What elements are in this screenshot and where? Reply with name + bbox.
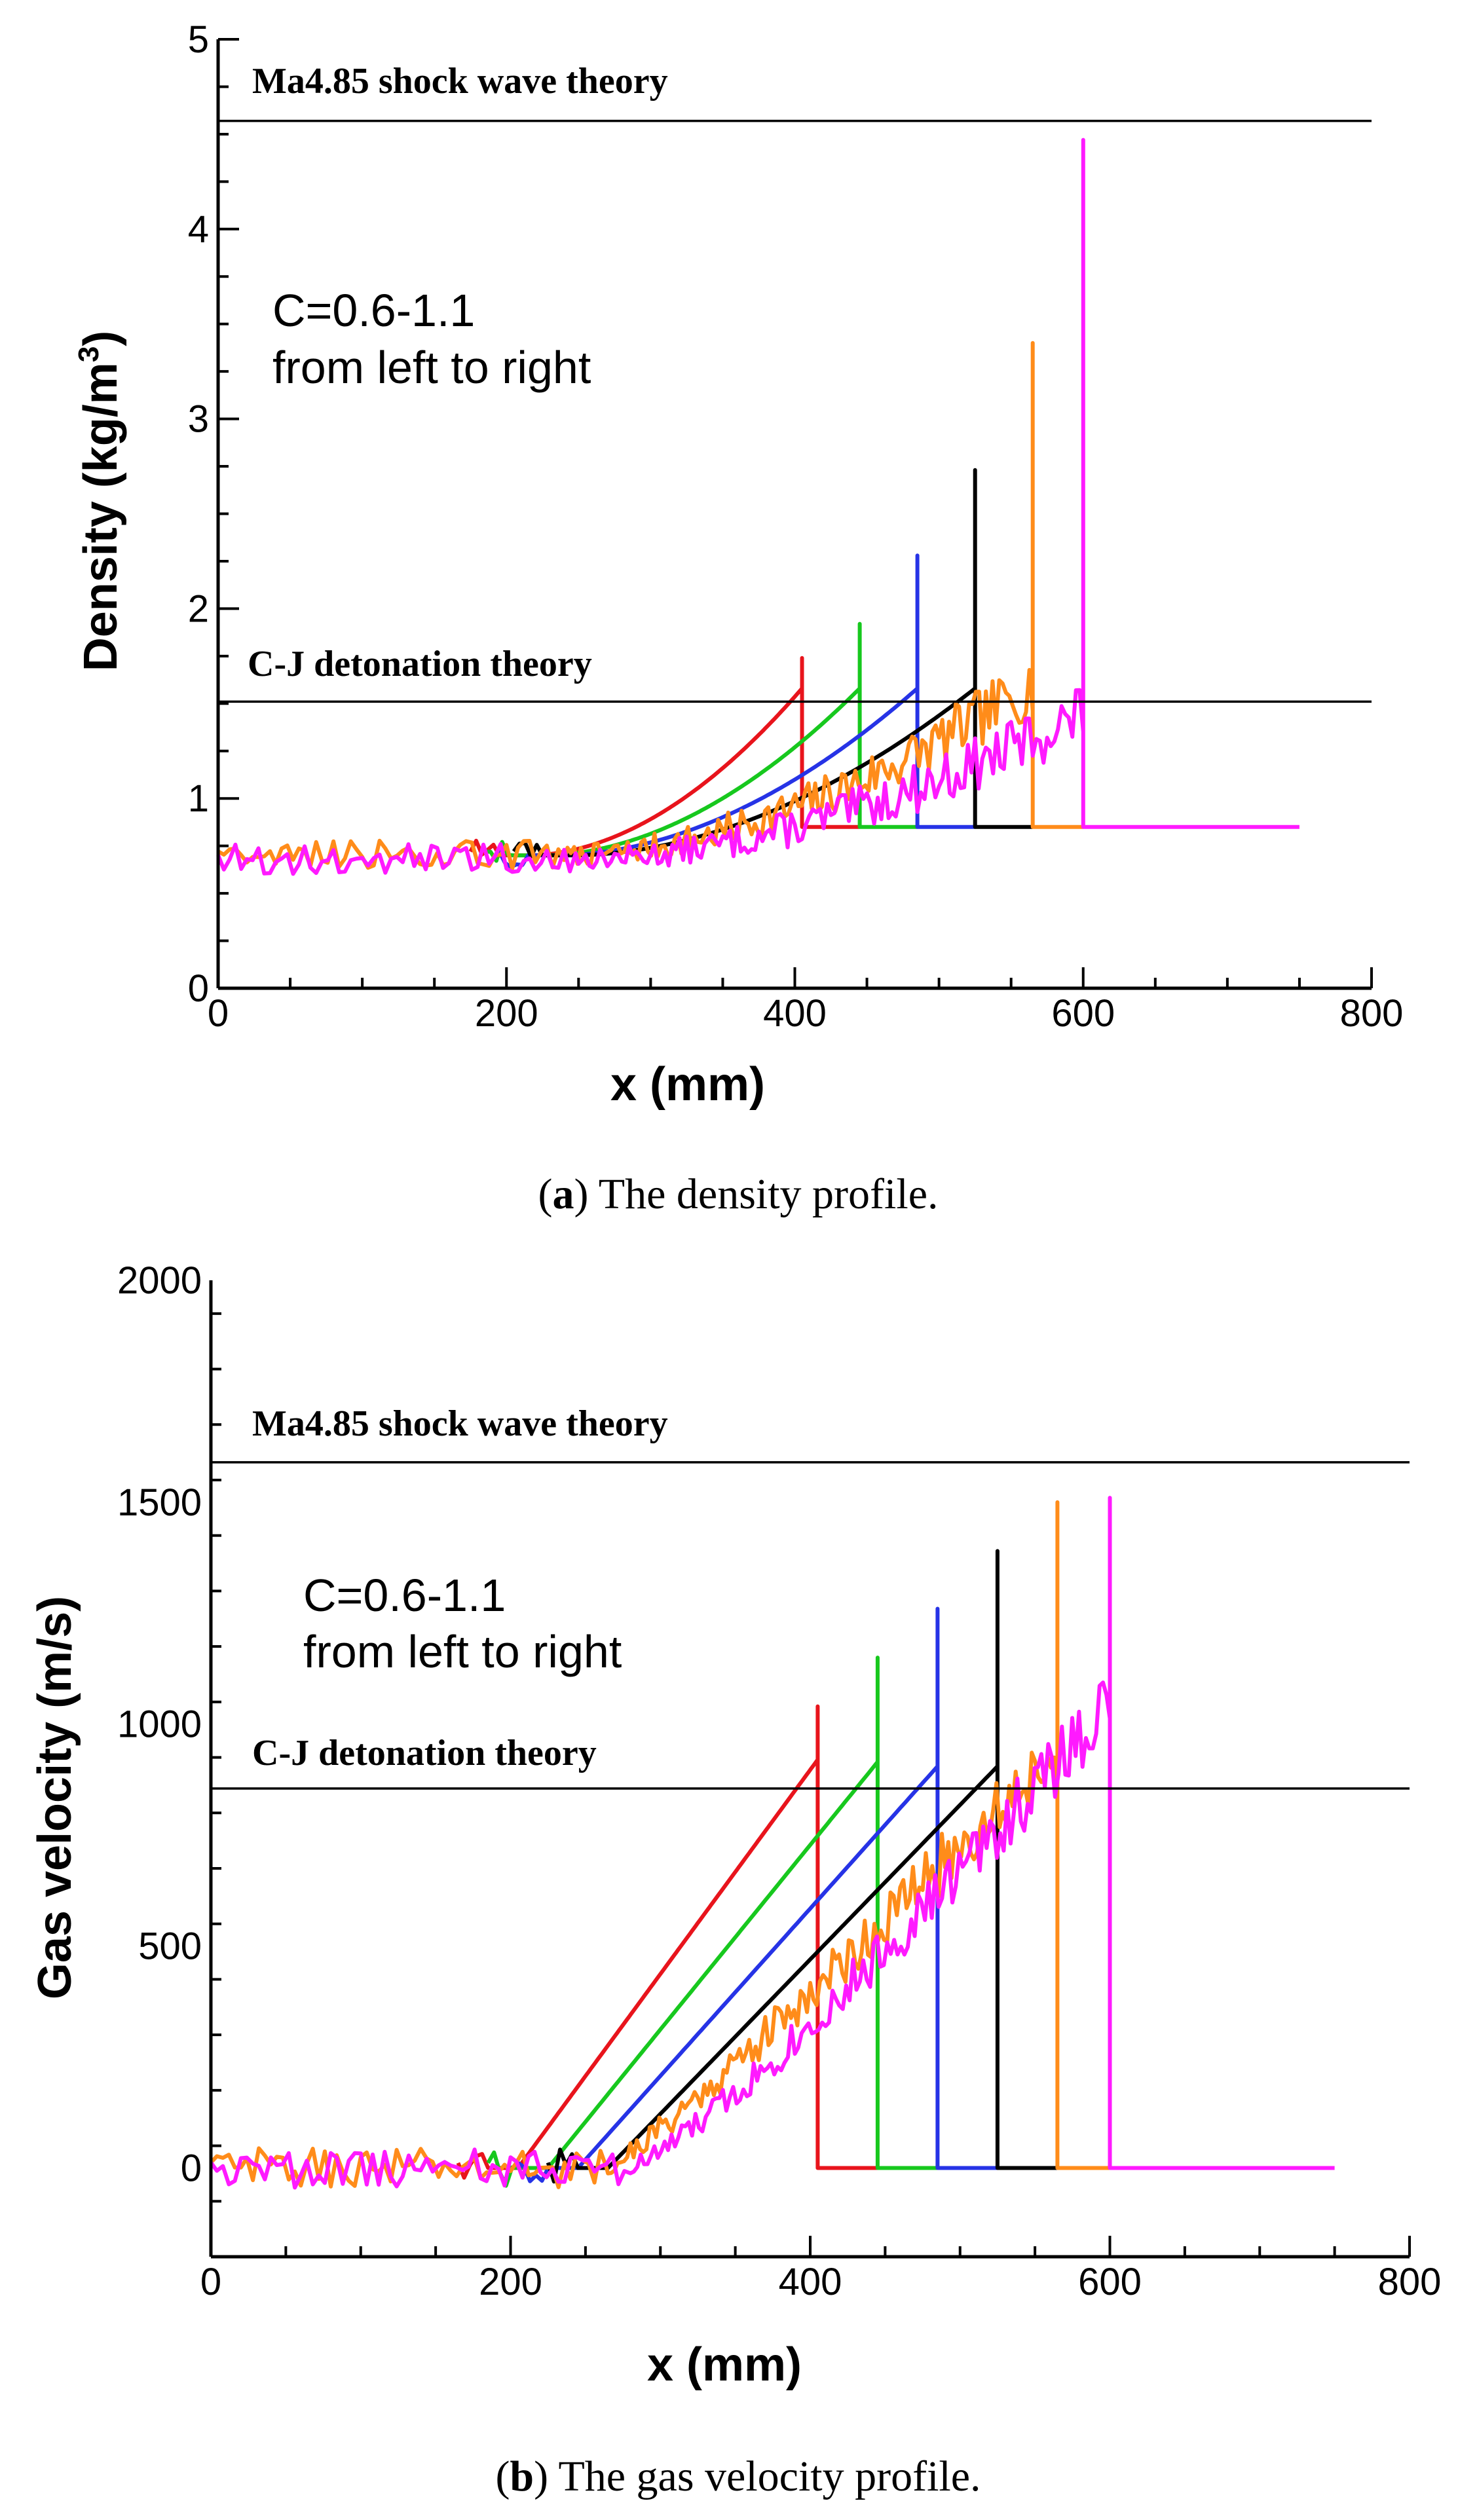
density-chart: 0 200 400 600 800 0 1 2 3 4 5 Ma4.85 shock wave th… [73,18,1403,1218]
density-y-tick-label: 2 [188,587,209,630]
velocity-series-c-1-1 [209,1496,1335,2190]
velocity-y-tick-label: 500 [138,1925,202,1968]
velocity-y-tick-label: 0 [181,2147,202,2189]
density-y-tick-label: 0 [188,967,209,1010]
density-annotation-line2: from left to right [272,342,591,393]
density-series-c-1-1 [216,138,1299,876]
velocity-y-tick-label: 1000 [117,1703,202,1746]
density-series-c-1-0 [217,341,1083,871]
density-x-tick-label: 200 [475,992,538,1035]
velocity-annotation-line1: C=0.6-1.1 [303,1570,506,1621]
density-caption: (a) The density profile. [538,1170,939,1218]
velocity-y-tick-label: 2000 [117,1259,202,1302]
density-x-tick-label: 600 [1051,992,1115,1035]
velocity-series-c-0-7 [486,1656,938,2188]
density-x-tick-label: 800 [1340,992,1404,1035]
velocity-annotation-line2: from left to right [303,1626,622,1677]
density-cj-theory-label: C-J detonation theory [248,644,592,684]
velocity-series-c-0-8 [517,1606,998,2183]
velocity-series-c-0-6 [456,1704,878,2180]
velocity-series-group [209,1496,1335,2190]
velocity-x-tick-label: 400 [779,2261,842,2303]
velocity-x-tick-label: 200 [479,2261,542,2303]
density-caption-text: The density profile. [599,1170,939,1218]
velocity-x-tick-label: 600 [1078,2261,1142,2303]
velocity-y-axis-title: Gas velocity (m/s) [29,1596,81,1999]
velocity-caption: (b) The gas velocity profile. [495,2453,981,2500]
density-y-axis-title-close: ) [75,331,127,346]
density-annotation-line1: C=0.6-1.1 [272,285,475,336]
velocity-caption-text: The gas velocity profile. [558,2453,981,2500]
velocity-y-tick-label: 1500 [117,1481,202,1524]
velocity-series-c-0-9 [546,1549,1058,2184]
velocity-cj-theory-label: C-J detonation theory [252,1733,597,1773]
velocity-chart: 0 200 400 600 800 0 500 1000 1500 2000 Ma4.85 sho… [29,1259,1441,2500]
velocity-axes: 0 200 400 600 800 0 500 1000 1500 2000 [117,1259,1441,2303]
density-y-tick-label: 1 [188,777,209,820]
density-panel-label: a [553,1170,574,1218]
density-axes: 0 200 400 600 800 0 1 2 3 4 5 [188,18,1404,1035]
velocity-series-c-1-0 [209,1500,1110,2189]
velocity-x-tick-label: 800 [1378,2261,1442,2303]
velocity-x-tick-label: 0 [200,2261,221,2303]
density-series-c-0-8 [497,553,975,870]
density-x-tick-label: 0 [208,992,229,1035]
density-y-tick-label: 4 [188,208,209,251]
density-y-tick-label: 5 [188,18,209,61]
velocity-x-axis-title: x (mm) [647,2339,802,2391]
density-series-c-0-6 [468,656,860,858]
density-x-axis-title: x (mm) [610,1058,765,1111]
density-y-axis-title: Density (kg/m3) [73,331,127,672]
density-x-tick-label: 400 [763,992,827,1035]
velocity-reference-lines [211,1461,1410,1790]
density-y-axis-title-sup: 3 [73,346,105,362]
density-shock-theory-label: Ma4.85 shock wave theory [252,61,668,102]
density-y-tick-label: 3 [188,398,209,441]
density-reference-lines [218,119,1372,703]
density-y-axis-title-base: Density (kg/m [75,362,127,671]
density-series-group [216,138,1299,876]
velocity-panel-label: b [510,2453,534,2500]
velocity-shock-theory-label: Ma4.85 shock wave theory [252,1403,668,1444]
